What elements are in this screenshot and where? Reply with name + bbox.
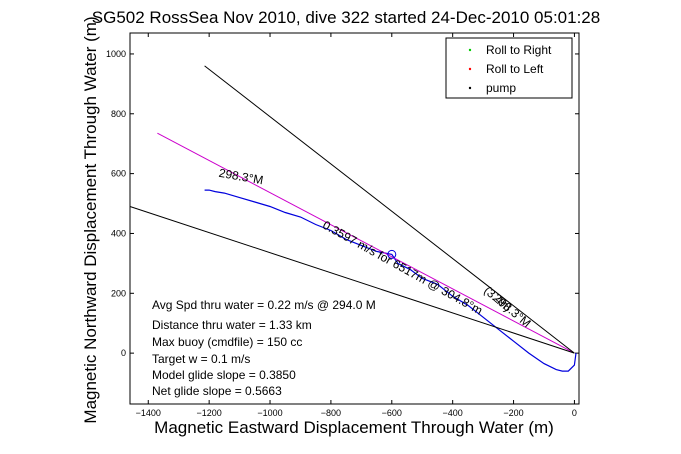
x-tick-label: −600 (382, 408, 402, 418)
y-tick-label: 200 (111, 288, 126, 298)
x-tick-label: −800 (321, 408, 341, 418)
stat-avg-speed: Avg Spd thru water = 0.22 m/s @ 294.0 M (152, 298, 376, 312)
stat-target-w: Target w = 0.1 m/s (152, 352, 250, 366)
legend: Roll to Right Roll to Left pump (445, 37, 573, 99)
y-tick-label: 400 (111, 228, 126, 238)
y-tick-label: 800 (111, 109, 126, 119)
stat-distance: Distance thru water = 1.33 km (152, 318, 312, 332)
x-tick-label: 0 (572, 408, 577, 418)
target-heading-line (157, 132, 575, 354)
legend-marker-pump (468, 86, 472, 90)
x-axis-label: Magnetic Eastward Displacement Through W… (154, 418, 554, 437)
lower-bound-line (129, 206, 575, 354)
y-tick-label: 0 (121, 348, 126, 358)
legend-marker-roll-left (468, 67, 472, 71)
stat-net-glide: Net glide slope = 0.5663 (152, 384, 282, 398)
stat-max-buoy: Max buoy (cmdfile) = 150 cc (152, 335, 302, 349)
y-tick-label: 1000 (106, 49, 126, 59)
x-tick-label: −200 (503, 408, 523, 418)
x-tick-label: −1400 (136, 408, 161, 418)
x-tick-label: −1000 (257, 408, 282, 418)
legend-label-roll-left: Roll to Left (486, 62, 544, 76)
stats-block: Avg Spd thru water = 0.22 m/s @ 294.0 M … (152, 298, 376, 398)
plot-lines (129, 65, 577, 372)
x-tick-label: −1200 (197, 408, 222, 418)
chart-title: SG502 RossSea Nov 2010, dive 322 started… (92, 8, 600, 27)
legend-box (445, 37, 573, 99)
y-axis-label: Magnetic Northward Displacement Through … (81, 16, 100, 423)
stat-model-glide: Model glide slope = 0.3850 (152, 368, 296, 382)
track-loop (387, 249, 397, 259)
axis-ticks: −1400 −1200 −1000 −800 −600 −400 −200 0 0 200 400 6… (106, 33, 579, 418)
legend-marker-roll-right (468, 48, 472, 52)
x-tick-label: −400 (443, 408, 463, 418)
legend-label-roll-right: Roll to Right (486, 43, 552, 57)
glider-track (204, 189, 577, 372)
upper-bound-line (204, 65, 575, 354)
legend-label-pump: pump (486, 81, 516, 95)
y-tick-label: 600 (111, 169, 126, 179)
